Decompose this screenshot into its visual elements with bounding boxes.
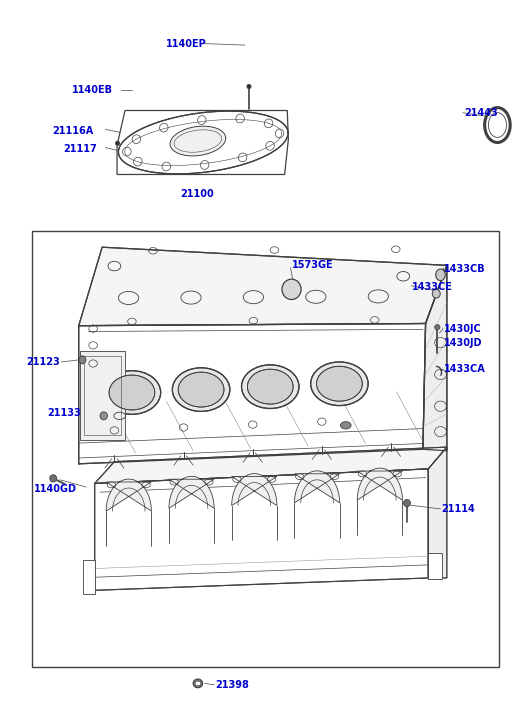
- Polygon shape: [95, 469, 428, 590]
- Ellipse shape: [103, 371, 161, 414]
- Bar: [32, 231, 499, 667]
- Polygon shape: [80, 350, 125, 441]
- Polygon shape: [423, 265, 447, 451]
- Text: 21398: 21398: [215, 680, 250, 690]
- Polygon shape: [83, 560, 95, 594]
- Text: 1430JD: 1430JD: [444, 338, 483, 348]
- Ellipse shape: [100, 411, 107, 419]
- Polygon shape: [428, 447, 447, 578]
- Polygon shape: [119, 111, 288, 174]
- Ellipse shape: [178, 372, 224, 407]
- Ellipse shape: [282, 279, 301, 300]
- Text: 1140GD: 1140GD: [34, 483, 77, 494]
- Text: 1430JC: 1430JC: [444, 324, 482, 334]
- Text: 21133: 21133: [47, 408, 81, 418]
- Text: 21123: 21123: [26, 357, 60, 367]
- Polygon shape: [79, 247, 447, 326]
- Text: 1433CB: 1433CB: [444, 264, 486, 274]
- Ellipse shape: [311, 362, 368, 406]
- Polygon shape: [79, 324, 426, 464]
- Polygon shape: [95, 447, 447, 483]
- Text: 1433CA: 1433CA: [444, 364, 486, 374]
- Text: 21114: 21114: [442, 504, 475, 514]
- Ellipse shape: [436, 269, 445, 281]
- Polygon shape: [232, 473, 277, 505]
- Polygon shape: [428, 553, 442, 579]
- Ellipse shape: [193, 679, 203, 688]
- Polygon shape: [295, 471, 339, 503]
- Ellipse shape: [247, 84, 251, 89]
- Ellipse shape: [79, 356, 86, 364]
- Polygon shape: [106, 479, 151, 511]
- Ellipse shape: [170, 126, 226, 156]
- Ellipse shape: [340, 422, 351, 429]
- Text: 1140EP: 1140EP: [165, 39, 206, 49]
- Text: 1433CE: 1433CE: [412, 282, 453, 292]
- Ellipse shape: [115, 141, 120, 145]
- Polygon shape: [358, 468, 402, 500]
- Ellipse shape: [50, 475, 56, 482]
- Ellipse shape: [432, 289, 440, 298]
- Ellipse shape: [195, 681, 201, 686]
- Ellipse shape: [242, 365, 299, 409]
- Text: 21116A: 21116A: [52, 126, 93, 136]
- Text: 1140EB: 1140EB: [72, 85, 113, 95]
- Ellipse shape: [317, 366, 362, 401]
- Ellipse shape: [403, 499, 411, 507]
- Text: 21117: 21117: [64, 144, 97, 154]
- Text: 21100: 21100: [180, 189, 214, 199]
- Ellipse shape: [247, 369, 293, 404]
- Polygon shape: [117, 111, 288, 174]
- Ellipse shape: [109, 375, 155, 410]
- Ellipse shape: [435, 324, 440, 330]
- Text: 1573GE: 1573GE: [292, 260, 333, 270]
- Polygon shape: [169, 476, 214, 508]
- Ellipse shape: [172, 368, 230, 411]
- Text: 21443: 21443: [464, 108, 497, 118]
